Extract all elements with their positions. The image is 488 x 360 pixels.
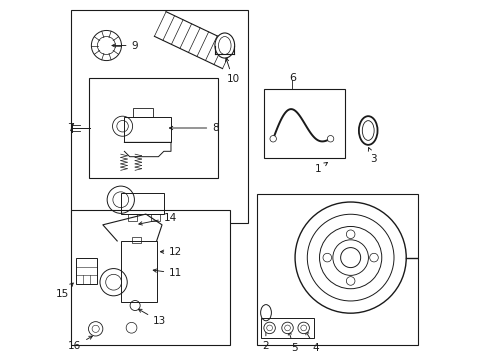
Circle shape xyxy=(264,322,275,334)
Circle shape xyxy=(88,321,102,336)
Text: 4: 4 xyxy=(305,331,319,353)
Text: 6: 6 xyxy=(288,73,295,83)
Bar xyxy=(88,78,217,178)
Circle shape xyxy=(281,322,293,334)
Bar xyxy=(70,211,230,345)
Bar xyxy=(260,318,314,338)
Circle shape xyxy=(369,253,378,262)
Ellipse shape xyxy=(214,33,234,58)
Bar xyxy=(151,214,160,221)
Text: 12: 12 xyxy=(160,247,182,257)
Text: 16: 16 xyxy=(68,336,92,351)
Circle shape xyxy=(91,31,121,60)
Text: 1: 1 xyxy=(314,162,327,174)
Circle shape xyxy=(326,135,333,142)
Bar xyxy=(70,10,247,223)
Text: 13: 13 xyxy=(138,309,166,326)
Text: 7: 7 xyxy=(67,123,74,133)
Ellipse shape xyxy=(358,116,377,145)
Bar xyxy=(128,214,137,221)
Text: 9: 9 xyxy=(112,41,138,50)
Bar xyxy=(264,89,344,158)
Text: 5: 5 xyxy=(287,332,297,353)
Circle shape xyxy=(269,135,276,142)
Text: 11: 11 xyxy=(153,268,182,278)
Bar xyxy=(121,241,156,302)
Text: 8: 8 xyxy=(169,123,219,133)
Circle shape xyxy=(346,230,354,239)
Circle shape xyxy=(297,322,309,334)
Circle shape xyxy=(340,248,360,267)
Bar xyxy=(133,108,153,117)
Text: 10: 10 xyxy=(225,58,239,84)
Bar xyxy=(124,117,171,142)
Text: 2: 2 xyxy=(262,325,268,351)
Bar xyxy=(257,194,418,345)
Bar xyxy=(121,193,163,214)
Text: 14: 14 xyxy=(139,213,177,225)
Bar xyxy=(131,237,140,243)
Circle shape xyxy=(346,276,354,285)
Circle shape xyxy=(323,253,331,262)
Text: 15: 15 xyxy=(56,283,73,299)
Bar xyxy=(76,257,97,284)
Text: 3: 3 xyxy=(367,148,376,164)
